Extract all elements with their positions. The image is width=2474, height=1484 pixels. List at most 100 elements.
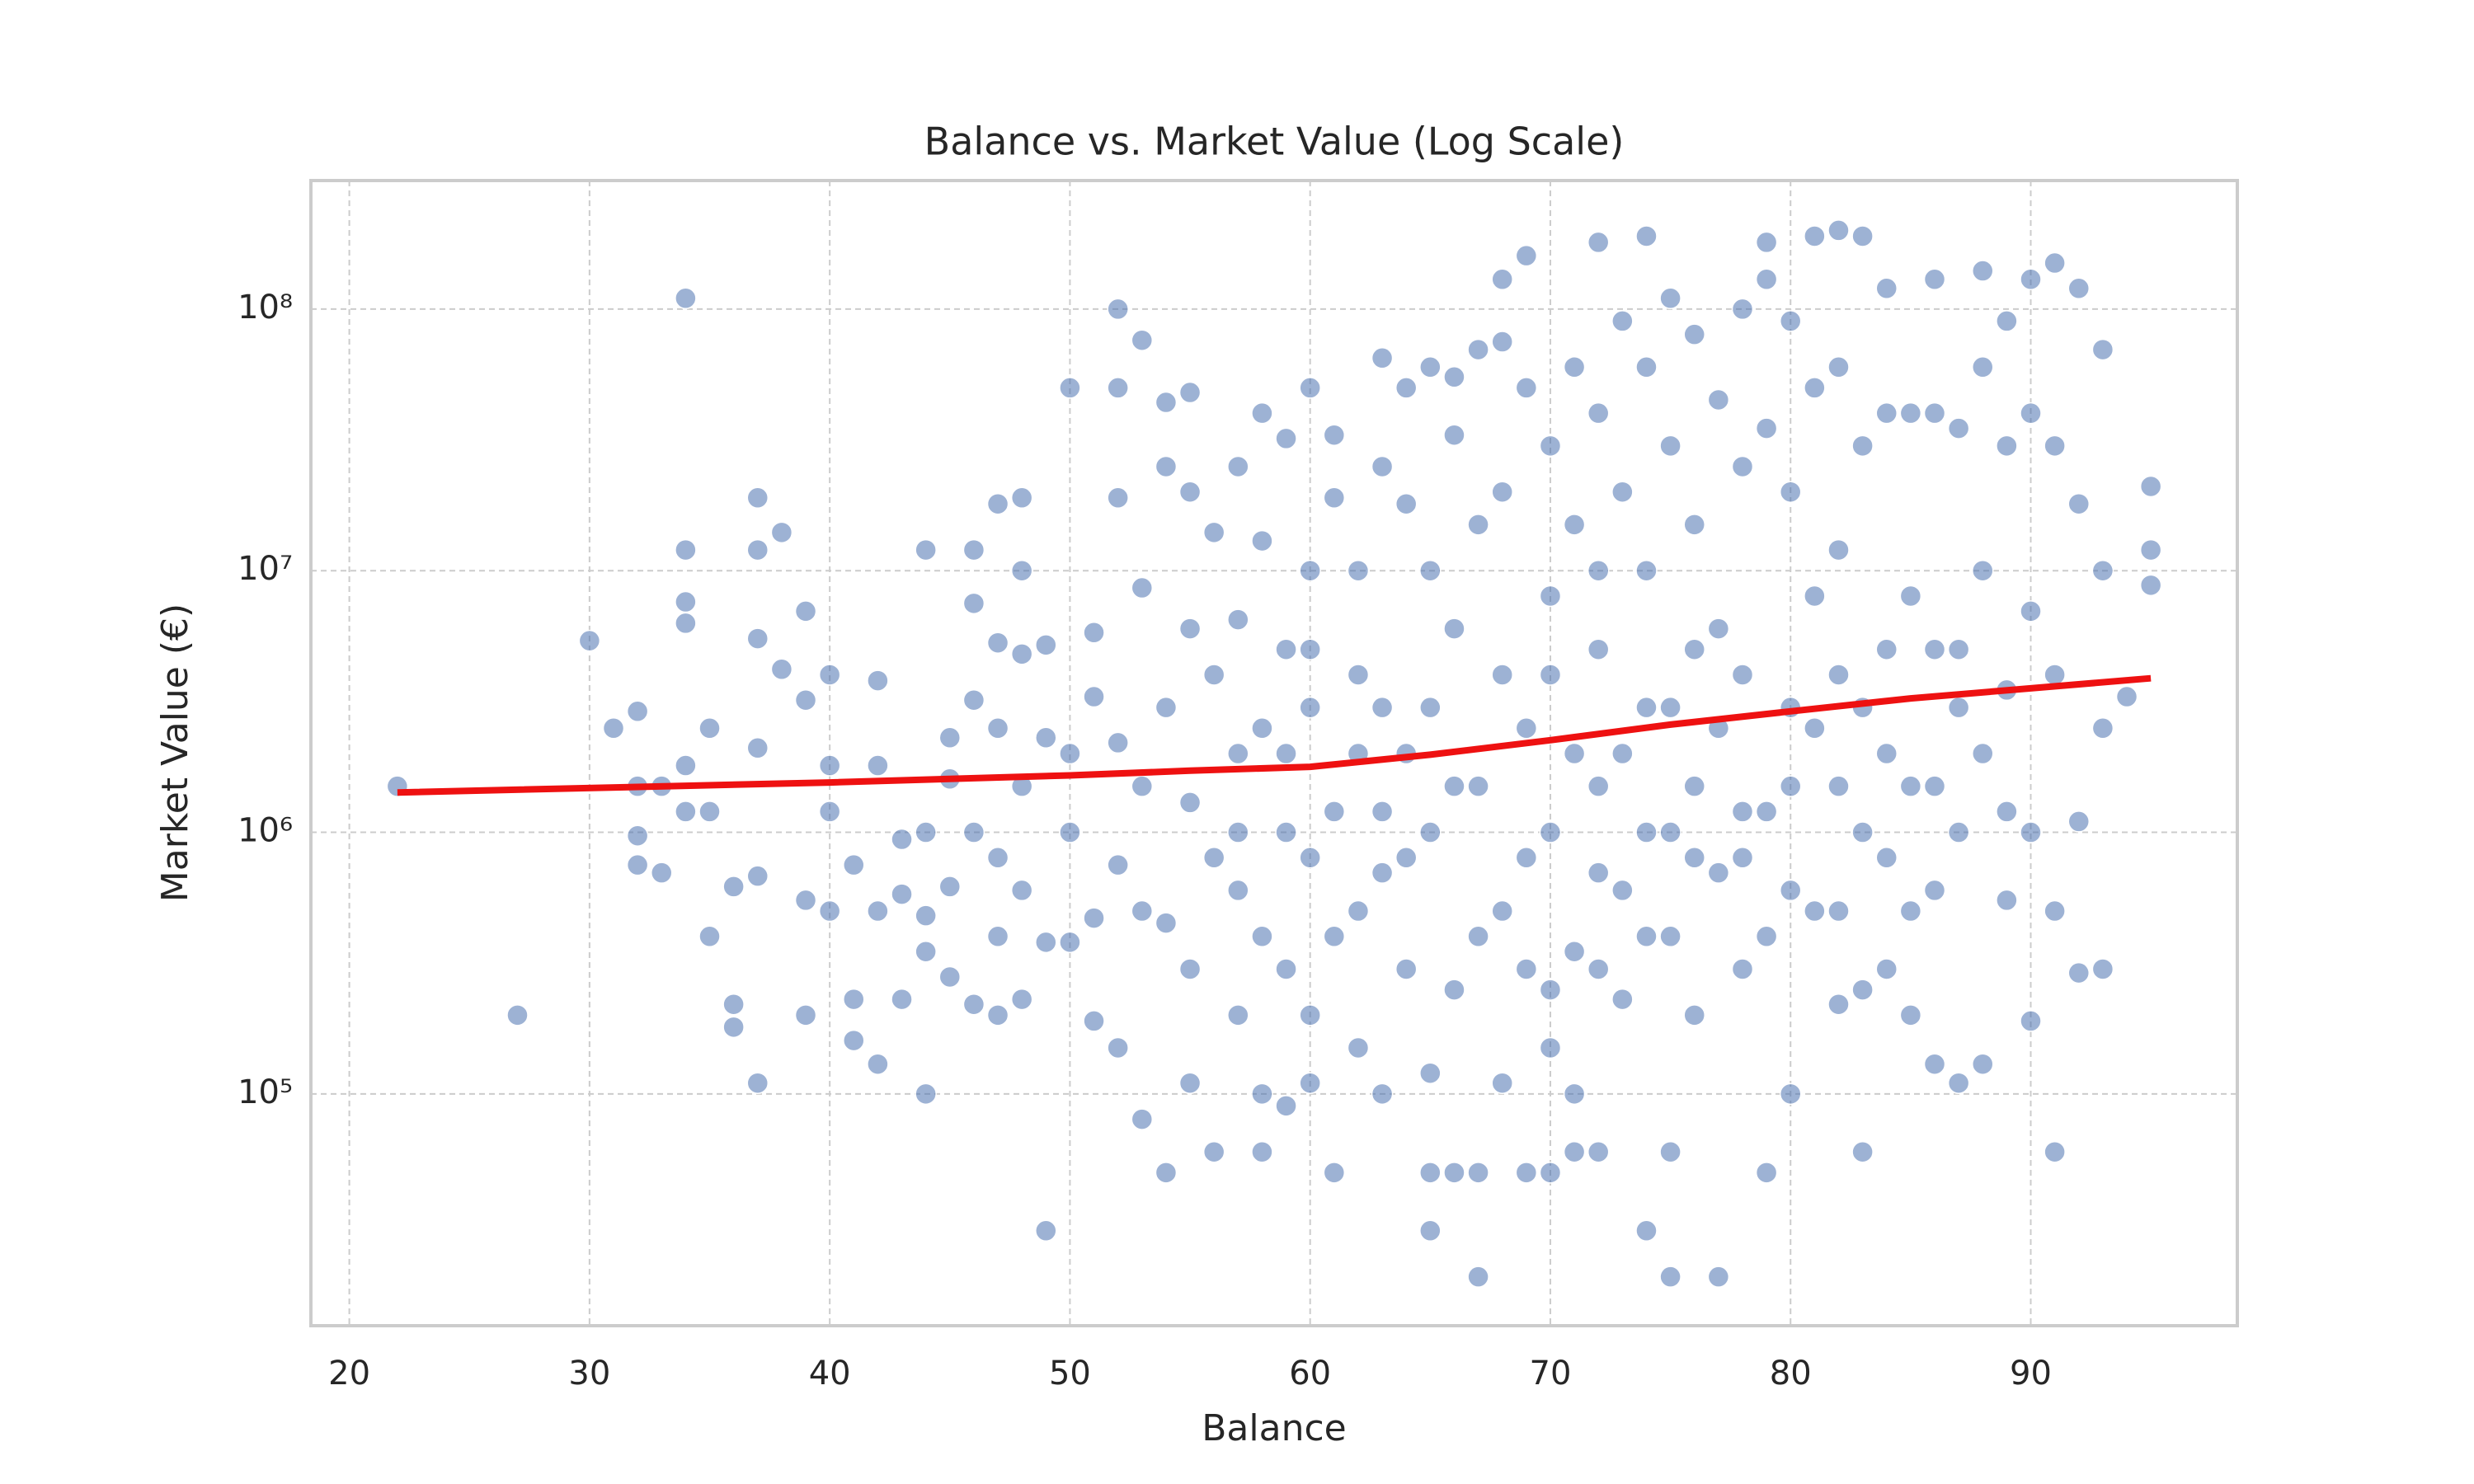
point <box>2139 574 2162 597</box>
point <box>2020 821 2042 843</box>
point <box>818 754 841 777</box>
point <box>962 993 985 1016</box>
point <box>1707 1266 1730 1288</box>
point <box>1467 338 1489 361</box>
point <box>1707 618 1730 640</box>
point <box>986 632 1009 654</box>
point <box>1515 1162 1538 1184</box>
point <box>1875 638 1898 660</box>
point <box>1347 664 1370 686</box>
point <box>1659 434 1681 458</box>
point <box>1155 912 1178 934</box>
point <box>1107 1036 1129 1059</box>
point <box>1202 1140 1225 1163</box>
point <box>746 737 769 759</box>
point <box>1587 958 1610 980</box>
point <box>1419 1062 1442 1084</box>
point <box>867 899 889 923</box>
trend-line <box>397 674 2152 796</box>
point <box>1923 1053 1946 1075</box>
point <box>1804 225 1826 247</box>
point <box>1443 979 1465 1001</box>
point <box>1299 696 1321 719</box>
point <box>1059 821 1081 843</box>
point <box>1035 1219 1057 1242</box>
point <box>1587 231 1610 254</box>
point <box>2044 899 2066 923</box>
y-tick-label: 10⁸ <box>238 289 293 326</box>
point <box>1683 847 1705 869</box>
point <box>1227 455 1249 478</box>
point <box>1707 862 1730 884</box>
point <box>1347 899 1370 923</box>
point <box>1539 434 1562 458</box>
point <box>938 726 962 749</box>
point <box>1275 821 1297 843</box>
point <box>1323 1162 1346 1184</box>
point <box>626 700 649 723</box>
point <box>1923 879 1946 902</box>
point <box>1755 417 1778 439</box>
point <box>1972 1053 1994 1075</box>
point <box>1515 958 1538 980</box>
point <box>578 629 601 652</box>
x-tick-label: 20 <box>328 1355 370 1392</box>
point <box>1323 424 1346 446</box>
point <box>962 821 985 843</box>
point <box>1659 696 1681 719</box>
point <box>1275 742 1297 765</box>
point <box>1563 514 1586 536</box>
point <box>1227 608 1249 631</box>
point <box>2115 685 2138 708</box>
point <box>746 486 769 510</box>
point <box>2067 277 2091 300</box>
y-axis-label: Market Value (€) <box>154 603 196 902</box>
point <box>1419 559 1442 582</box>
point <box>1635 1219 1658 1242</box>
point <box>1875 958 1898 980</box>
x-axis-label: Balance <box>1202 1407 1346 1449</box>
point <box>1779 775 1802 797</box>
point <box>1107 298 1129 321</box>
point <box>1731 958 1754 980</box>
point <box>1755 231 1778 254</box>
point <box>1659 1140 1681 1163</box>
point <box>1035 726 1057 749</box>
point <box>1659 925 1681 948</box>
point <box>1635 225 1658 247</box>
point <box>1178 1072 1202 1094</box>
point <box>1804 717 1826 740</box>
point <box>1635 821 1658 843</box>
point <box>1251 717 1273 740</box>
point <box>1155 455 1178 478</box>
point <box>1563 356 1586 378</box>
point <box>1491 268 1513 291</box>
point <box>1059 742 1081 765</box>
point <box>1611 879 1634 902</box>
point <box>698 925 721 948</box>
point <box>1155 391 1178 414</box>
point <box>1323 925 1346 948</box>
point <box>1683 638 1705 660</box>
point <box>675 801 697 823</box>
point <box>1899 899 1922 923</box>
point <box>1371 1082 1394 1106</box>
point <box>1827 775 1850 797</box>
point <box>1202 521 1225 544</box>
point <box>1563 1140 1586 1163</box>
point <box>891 988 913 1011</box>
point <box>1587 775 1610 797</box>
point <box>1010 559 1033 582</box>
point <box>1804 377 1826 399</box>
point <box>1659 287 1681 310</box>
point <box>891 828 913 851</box>
point <box>1827 356 1850 378</box>
point <box>1443 1162 1465 1184</box>
point <box>1371 347 1394 369</box>
point <box>1467 1162 1489 1184</box>
point <box>1131 576 1154 599</box>
point <box>1131 775 1154 797</box>
point <box>2044 251 2066 275</box>
point <box>1851 821 1874 843</box>
point <box>1804 899 1826 923</box>
